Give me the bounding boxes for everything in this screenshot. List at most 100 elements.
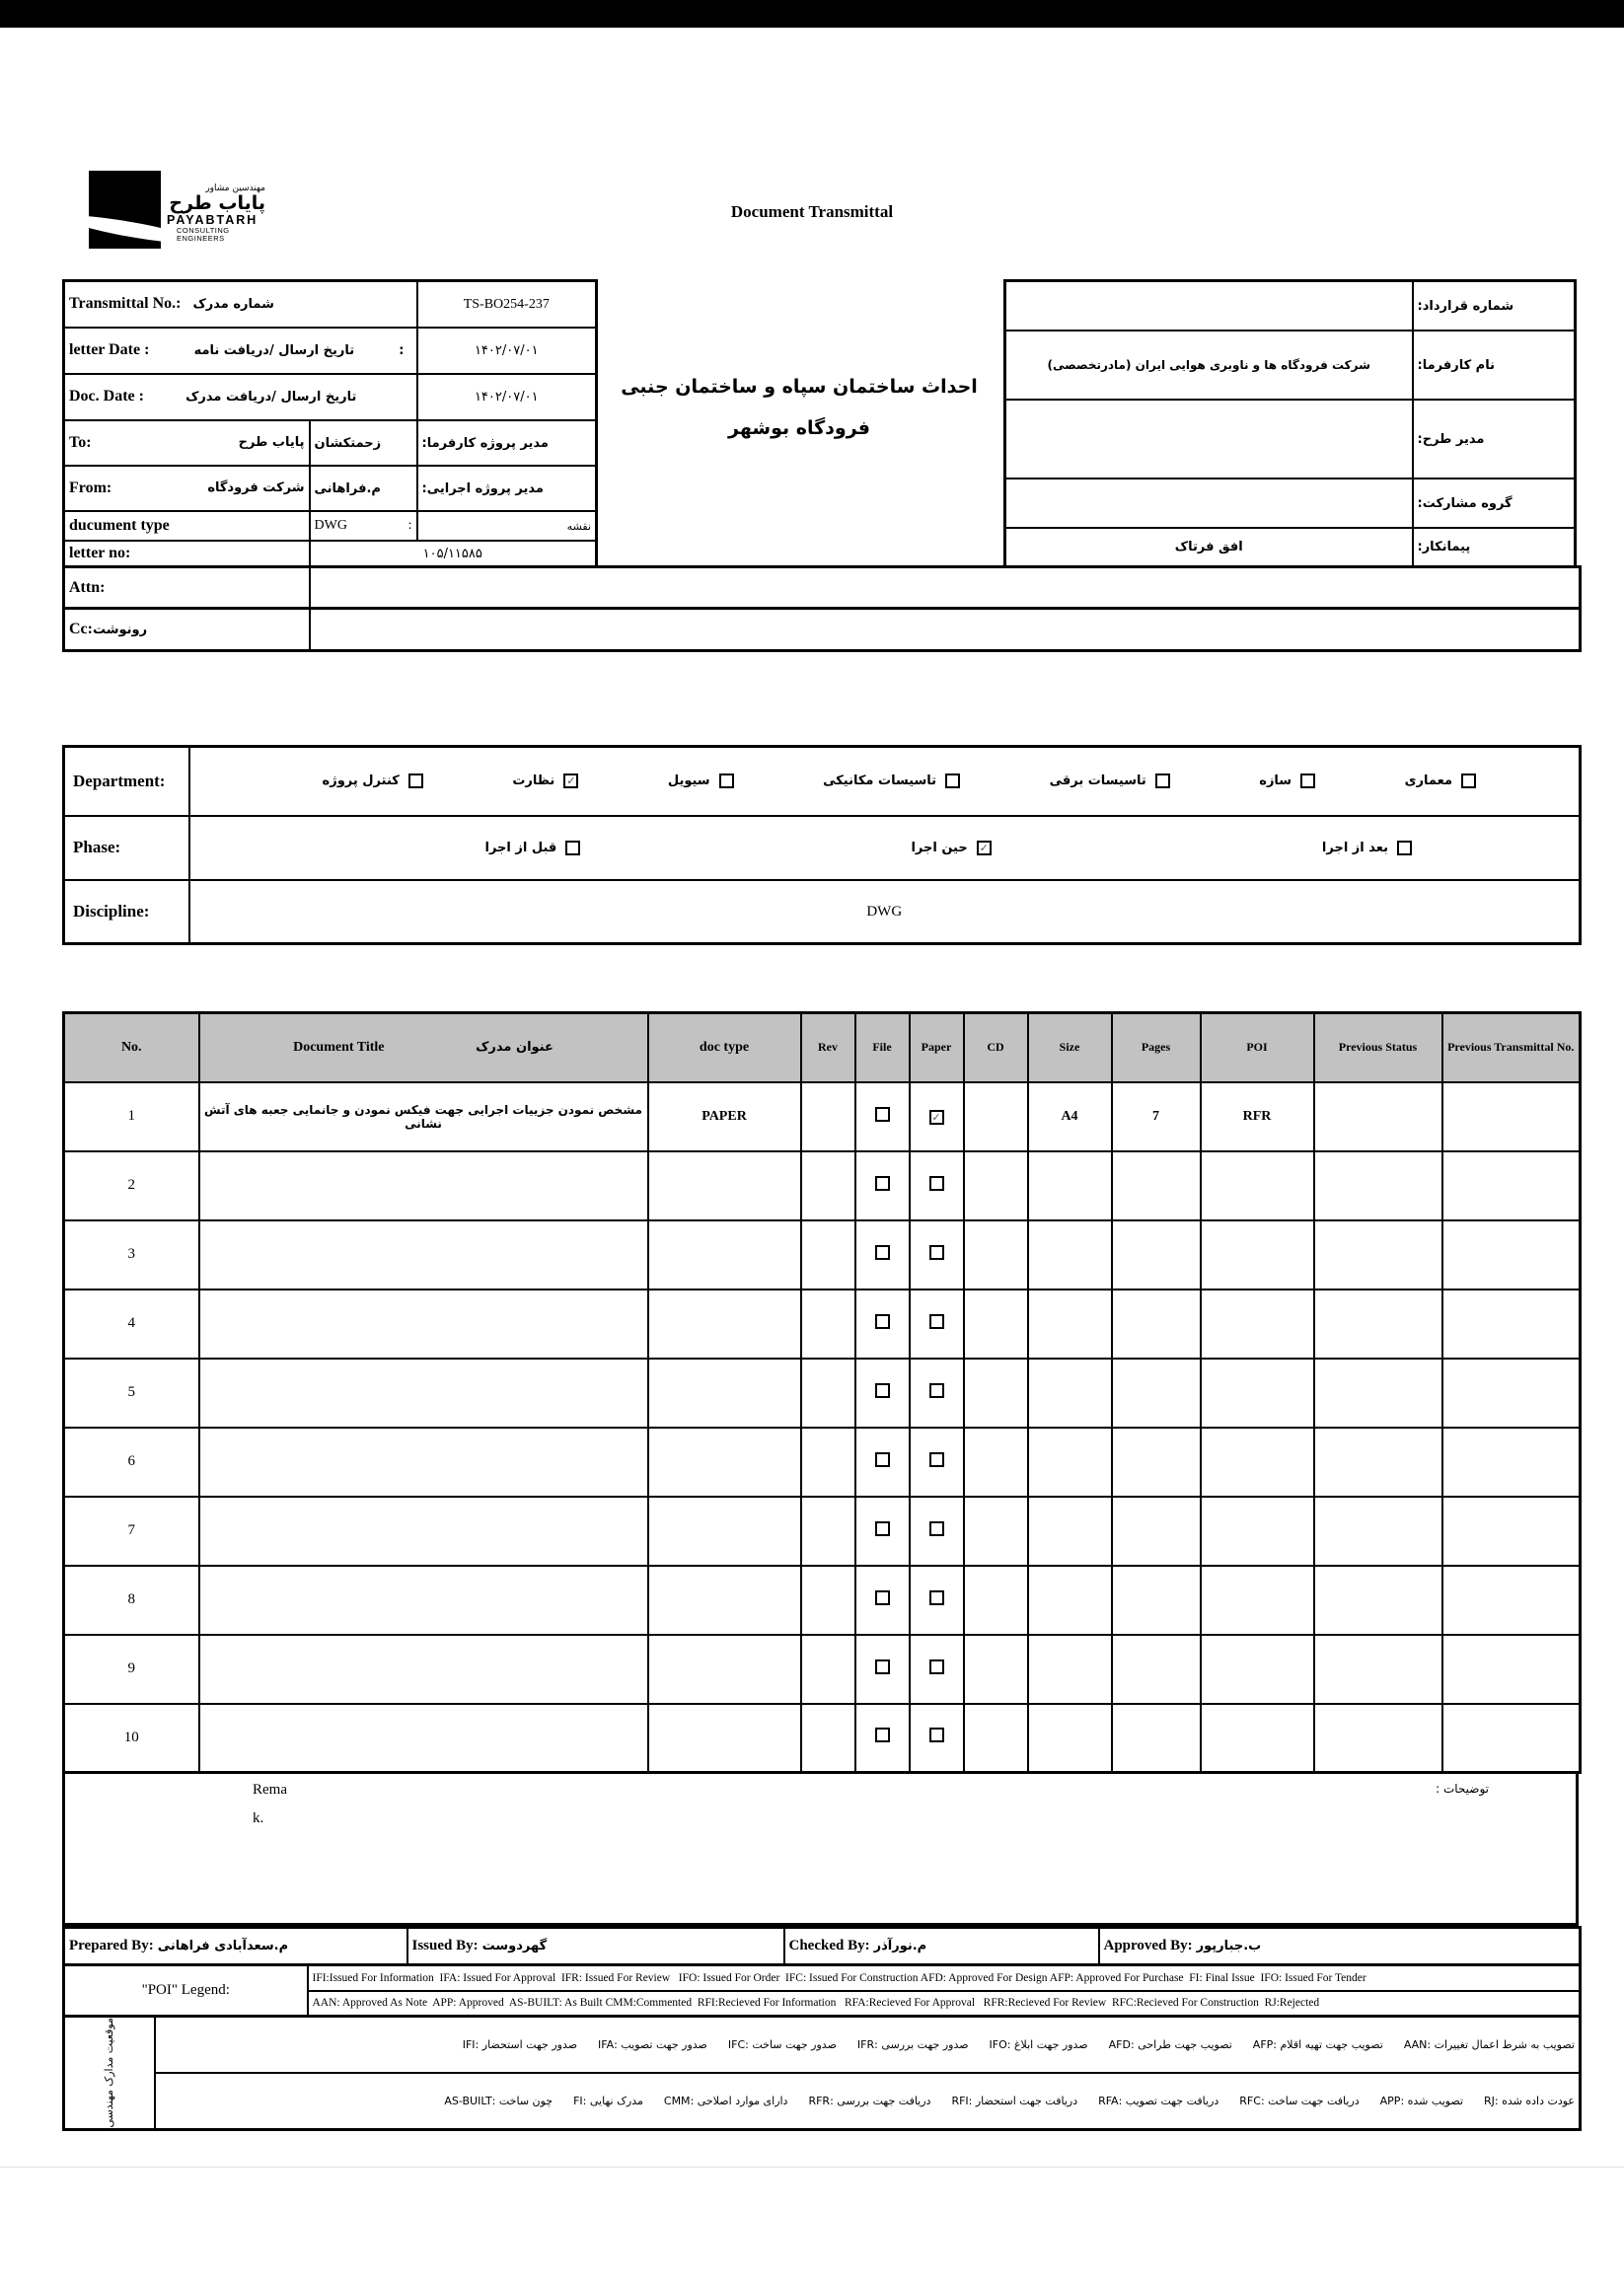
- checked-by-cell: Checked By: م.نورآذر: [782, 1926, 1100, 1966]
- cell-rev: [799, 1149, 856, 1221]
- fa-legend-label: موقعیت مدارک مهندسی: [103, 2018, 116, 2128]
- phase-checkbox[interactable]: [565, 840, 581, 855]
- page-title: Document Transmittal: [730, 202, 894, 221]
- cell-pages: [1110, 1495, 1202, 1567]
- cell-prev-status: [1312, 1218, 1443, 1290]
- cell-prev-status: [1312, 1495, 1443, 1567]
- department-option[interactable]: تاسیسات مکانیکی: [823, 774, 961, 789]
- cell-doc-type: [646, 1426, 802, 1498]
- cell-title: [197, 1702, 649, 1774]
- from-mid-cell: م.فراهانی: [308, 464, 418, 512]
- department-checkbox[interactable]: [945, 774, 961, 789]
- table-row: 6: [62, 1426, 1582, 1498]
- file-checkbox[interactable]: [874, 1106, 890, 1122]
- to-mid-cell: زحمتکشان: [308, 418, 418, 467]
- cell-file: [853, 1218, 911, 1290]
- file-checkbox[interactable]: [874, 1244, 890, 1260]
- department-option[interactable]: سازه: [1259, 774, 1316, 789]
- table-row: 7: [62, 1495, 1582, 1567]
- phase-option[interactable]: بعد از اجرا: [1322, 840, 1412, 855]
- letter-date-value-cell: ۱۴۰۲/۰۷/۰۱: [415, 326, 598, 375]
- paper-checkbox[interactable]: [928, 1175, 944, 1191]
- phase-checkbox[interactable]: [1397, 840, 1412, 855]
- paper-checkbox[interactable]: [928, 1520, 944, 1536]
- paper-checkbox[interactable]: [928, 1244, 944, 1260]
- cell-paper: [908, 1080, 965, 1152]
- logo-en-tagline: CONSULTING ENGINEERS: [177, 226, 230, 244]
- top-black-bar: [0, 0, 1624, 28]
- approved-by-label: Approved By:: [1103, 1938, 1193, 1953]
- file-checkbox[interactable]: [874, 1520, 890, 1536]
- fa-legend-label-cell: موقعیت مدارک مهندسی: [62, 2015, 156, 2131]
- client-pm-name: زحمتکشان: [314, 435, 382, 451]
- design-manager-label: مدیر طرح:: [1417, 431, 1485, 447]
- department-option[interactable]: سیویل: [668, 774, 734, 789]
- department-checkbox[interactable]: [407, 774, 423, 789]
- paper-checkbox[interactable]: [928, 1382, 944, 1398]
- file-checkbox[interactable]: [874, 1175, 890, 1191]
- paper-checkbox[interactable]: [928, 1658, 944, 1674]
- file-checkbox[interactable]: [874, 1382, 890, 1398]
- file-checkbox[interactable]: [874, 1313, 890, 1329]
- col-header-file: File: [853, 1011, 911, 1083]
- table-row: 2: [62, 1149, 1582, 1221]
- logo-fa-tagline: مهندسین مشاور: [205, 184, 265, 193]
- letter-no-label-cell: letter no:: [62, 539, 311, 568]
- department-option[interactable]: نظارت: [512, 774, 579, 789]
- discipline-label-cell: Discipline:: [62, 878, 190, 945]
- table-row: 10: [62, 1702, 1582, 1774]
- phase-option[interactable]: حین اجرا: [911, 840, 992, 855]
- cell-cd: [962, 1149, 1029, 1221]
- cell-pages: [1110, 1702, 1202, 1774]
- phase-checkbox[interactable]: [976, 840, 992, 855]
- cc-row: Cc: رونوشت: [62, 607, 1582, 652]
- phase-option[interactable]: قبل از اجرا: [485, 840, 581, 855]
- department-checkbox[interactable]: [1154, 774, 1170, 789]
- file-checkbox[interactable]: [874, 1658, 890, 1674]
- paper-checkbox[interactable]: [928, 1589, 944, 1605]
- col-header-title-en: Document Title: [293, 1039, 385, 1055]
- transmittal-label-cell: Transmittal No.: شماره مدرک: [62, 279, 418, 329]
- col-header-pages: Pages: [1110, 1011, 1202, 1083]
- department-checkbox[interactable]: [1461, 774, 1476, 789]
- phase-label-cell: Phase:: [62, 814, 190, 881]
- cell-prev-transmittal: [1440, 1702, 1582, 1774]
- paper-checkbox[interactable]: [928, 1728, 944, 1743]
- table-row: 1 مشخص نمودن جزییات اجرایی جهت فیکس نمودن…: [62, 1080, 1582, 1152]
- file-checkbox[interactable]: [874, 1589, 890, 1605]
- remark-fragment: Rema k.: [253, 1776, 322, 1832]
- department-checkbox[interactable]: [563, 774, 579, 789]
- cell-file: [853, 1149, 911, 1221]
- letter-date-value: ۱۴۰۲/۰۷/۰۱: [474, 343, 539, 358]
- logo-text: مهندسین مشاور پایاب طرح PAYABTARH CONSUL…: [167, 171, 265, 249]
- discipline-value: DWG: [866, 903, 903, 920]
- department-checkbox[interactable]: [1300, 774, 1316, 789]
- cell-no: 7: [62, 1495, 200, 1567]
- department-option[interactable]: معماری: [1405, 774, 1476, 789]
- paper-checkbox[interactable]: [928, 1313, 944, 1329]
- department-option[interactable]: تاسیسات برقی: [1050, 774, 1170, 789]
- header-right-table: شماره قرارداد: شرکت فرودگاه ها و ناوبری …: [1003, 279, 1577, 568]
- department-checkbox[interactable]: [718, 774, 734, 789]
- cell-title: [197, 1633, 649, 1705]
- cell-cd: [962, 1288, 1029, 1360]
- doc-date-label-cell: Doc. Date : تاریخ ارسال /دریافت مدرک: [62, 372, 418, 421]
- cc-value-cell: [308, 607, 1582, 652]
- cell-prev-transmittal: [1440, 1564, 1582, 1636]
- cell-prev-status: [1312, 1080, 1443, 1152]
- contract-no-label-cell: شماره قرارداد:: [1411, 279, 1577, 332]
- paper-checkbox[interactable]: [928, 1451, 944, 1467]
- cell-prev-transmittal: [1440, 1495, 1582, 1567]
- cell-cd: [962, 1495, 1029, 1567]
- col-header-title: Document Title عنوان مدرک: [197, 1011, 649, 1083]
- paper-checkbox[interactable]: [928, 1109, 944, 1125]
- file-checkbox[interactable]: [874, 1728, 890, 1743]
- file-checkbox[interactable]: [874, 1451, 890, 1467]
- cell-prev-status: [1312, 1564, 1443, 1636]
- doctype-colon: :: [407, 517, 412, 533]
- cell-poi: [1199, 1495, 1315, 1567]
- department-option[interactable]: کنترل پروژه: [323, 774, 423, 789]
- cell-cd: [962, 1633, 1029, 1705]
- cell-rev: [799, 1702, 856, 1774]
